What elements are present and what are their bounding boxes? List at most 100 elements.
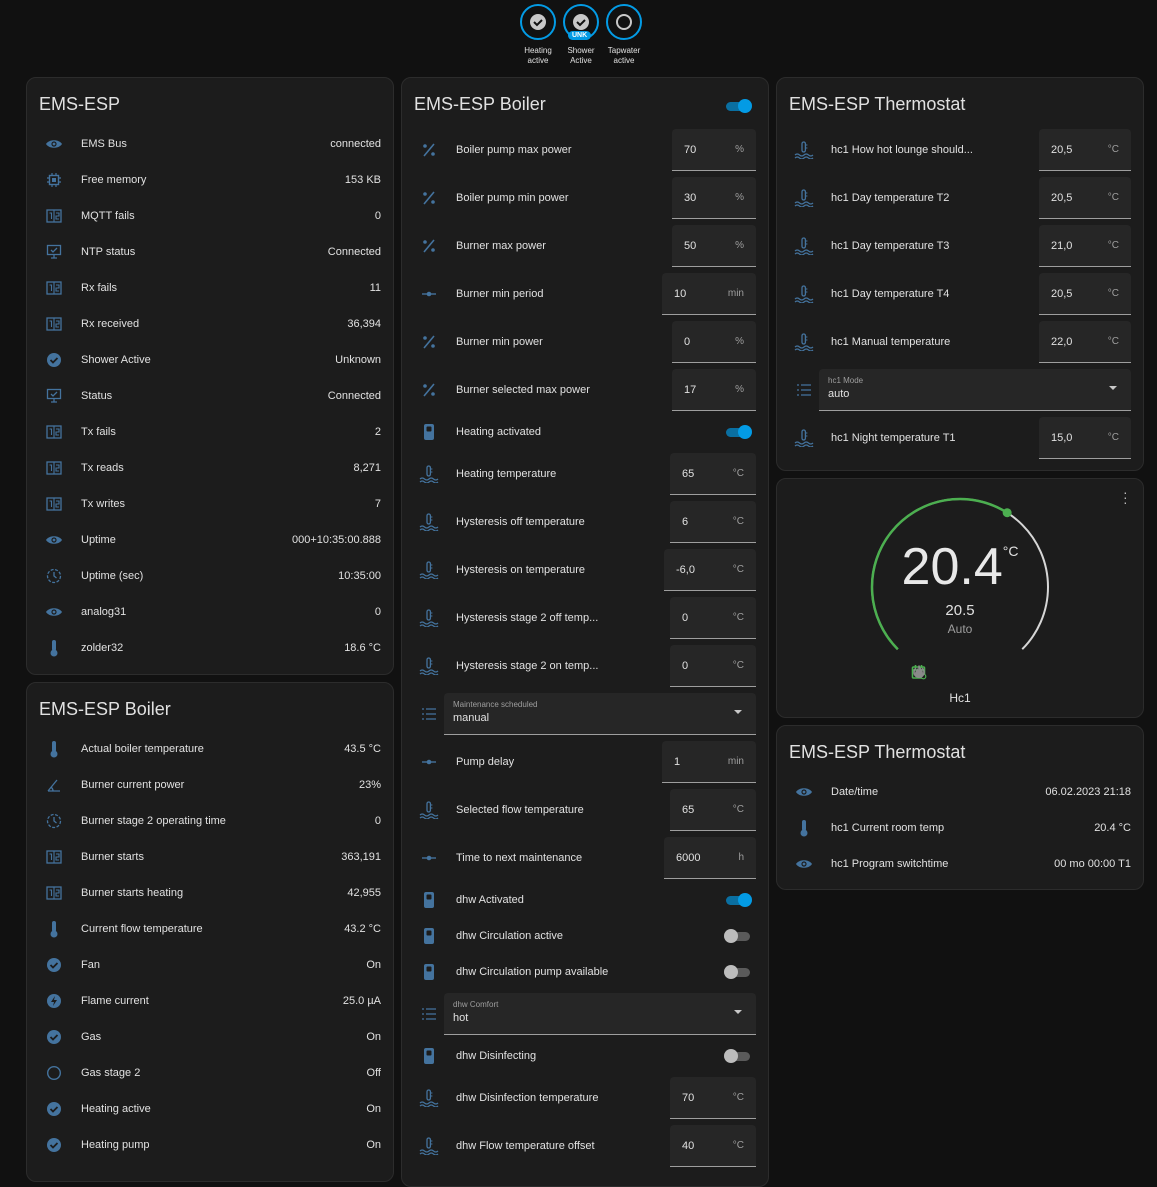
input-value[interactable]: -6,0 bbox=[676, 563, 695, 576]
number-input[interactable]: 10 min bbox=[662, 273, 756, 315]
input-value[interactable]: 40 bbox=[682, 1139, 695, 1152]
number-input[interactable]: 0 °C bbox=[670, 645, 756, 687]
sensor-row[interactable]: hc1 Program switchtime 00 mo 00:00 T1 bbox=[777, 846, 1143, 882]
sensor-row[interactable]: hc1 Current room temp 20.4 °C bbox=[777, 810, 1143, 846]
input-value[interactable]: 65 bbox=[682, 467, 695, 480]
input-value[interactable]: 1 bbox=[674, 755, 681, 768]
number-input[interactable]: 20,5 °C bbox=[1039, 273, 1131, 315]
number-row: hc1 Night temperature T1 15,0 °C bbox=[777, 414, 1143, 462]
sensor-row[interactable]: Heating pump On bbox=[27, 1127, 393, 1163]
number-input[interactable]: 1 min bbox=[662, 741, 756, 783]
sensor-row[interactable]: Burner stage 2 operating time 0 bbox=[27, 803, 393, 839]
sensor-row[interactable]: Heating active On bbox=[27, 1091, 393, 1127]
number-input[interactable]: 6 °C bbox=[670, 501, 756, 543]
sensor-row[interactable]: Actual boiler temperature 43.5 °C bbox=[27, 731, 393, 767]
input-value[interactable]: 6 bbox=[682, 515, 689, 528]
more-options-icon[interactable]: · · · bbox=[1123, 484, 1128, 510]
select-dhw-comfort[interactable]: dhw Comfort hot bbox=[444, 993, 756, 1035]
number-input[interactable]: 0 °C bbox=[670, 597, 756, 639]
sensor-row[interactable]: Shower Active Unknown bbox=[27, 342, 393, 378]
input-value[interactable]: 50 bbox=[684, 239, 697, 252]
flash-icon bbox=[43, 990, 65, 1012]
input-unit: °C bbox=[732, 804, 744, 815]
row-label: Tx writes bbox=[81, 498, 125, 510]
input-value[interactable]: 15,0 bbox=[1051, 431, 1073, 444]
sensor-row[interactable]: Current flow temperature 43.2 °C bbox=[27, 911, 393, 947]
sensor-row[interactable]: EMS Bus connected bbox=[27, 126, 393, 162]
input-value[interactable]: 70 bbox=[682, 1091, 695, 1104]
sensor-row[interactable]: Gas On bbox=[27, 1019, 393, 1055]
toggle-switch[interactable] bbox=[724, 1049, 752, 1063]
toggle-switch[interactable] bbox=[724, 965, 752, 979]
number-input[interactable]: 15,0 °C bbox=[1039, 417, 1131, 459]
number-input[interactable]: 70% bbox=[672, 129, 756, 171]
sensor-row[interactable]: zolder32 18.6 °C bbox=[27, 630, 393, 666]
sensor-row[interactable]: Status Connected bbox=[27, 378, 393, 414]
toggle-row: dhw Circulation pump available bbox=[402, 954, 768, 990]
select-hc1-mode[interactable]: hc1 Mode auto bbox=[819, 369, 1131, 411]
number-input[interactable]: 50% bbox=[672, 225, 756, 267]
input-value[interactable]: 65 bbox=[682, 803, 695, 816]
input-value[interactable]: 0 bbox=[684, 335, 691, 348]
target-handle[interactable] bbox=[1002, 508, 1012, 518]
number-input[interactable]: 21,0 °C bbox=[1039, 225, 1131, 267]
badge-heating-active[interactable]: Heating active bbox=[520, 4, 556, 66]
sensor-row[interactable]: Gas stage 2 Off bbox=[27, 1055, 393, 1091]
number-input[interactable]: 40 °C bbox=[670, 1125, 756, 1167]
sensor-row[interactable]: Fan On bbox=[27, 947, 393, 983]
toggle-switch[interactable] bbox=[724, 893, 752, 907]
sensor-row[interactable]: Uptime (sec) 10:35:00 bbox=[27, 558, 393, 594]
input-value[interactable]: 20,5 bbox=[1051, 143, 1073, 156]
number-input[interactable]: 20,5 °C bbox=[1039, 129, 1131, 171]
slider-icon bbox=[418, 283, 440, 305]
number-input[interactable]: 65 °C bbox=[670, 789, 756, 831]
badge-shower-active[interactable]: UNK Shower Active bbox=[563, 4, 599, 66]
sensor-row[interactable]: analog31 0 bbox=[27, 594, 393, 630]
boiler-header-toggle[interactable] bbox=[724, 99, 752, 113]
sensor-row[interactable]: Rx received 36,394 bbox=[27, 306, 393, 342]
sensor-row[interactable]: Rx fails 11 bbox=[27, 270, 393, 306]
input-value[interactable]: 70 bbox=[684, 143, 697, 156]
input-value[interactable]: 17 bbox=[684, 383, 697, 396]
power-icon[interactable] bbox=[911, 664, 927, 680]
toggle-switch[interactable] bbox=[724, 425, 752, 439]
badge-tapwater-active[interactable]: Tapwater active bbox=[606, 4, 642, 66]
sensor-row[interactable]: Date/time 06.02.2023 21:18 bbox=[777, 774, 1143, 810]
sensor-row[interactable]: Tx fails 2 bbox=[27, 414, 393, 450]
input-value[interactable]: 10 bbox=[674, 287, 687, 300]
input-value[interactable]: 20,5 bbox=[1051, 287, 1073, 300]
check-circle-icon bbox=[520, 4, 556, 40]
sensor-row[interactable]: MQTT fails 0 bbox=[27, 198, 393, 234]
sensor-row[interactable]: Tx reads 8,271 bbox=[27, 450, 393, 486]
input-value[interactable]: 21,0 bbox=[1051, 239, 1073, 252]
toggle-switch[interactable] bbox=[724, 929, 752, 943]
temperature-dial[interactable] bbox=[777, 479, 1144, 718]
sensor-row[interactable]: Burner starts heating 42,955 bbox=[27, 875, 393, 911]
number-input[interactable]: 20,5 °C bbox=[1039, 177, 1131, 219]
sensor-row[interactable]: NTP status Connected bbox=[27, 234, 393, 270]
number-input[interactable]: 65 °C bbox=[670, 453, 756, 495]
number-input[interactable]: 70 °C bbox=[670, 1077, 756, 1119]
input-value[interactable]: 0 bbox=[682, 611, 689, 624]
sensor-row[interactable]: Uptime 000+10:35:00.888 bbox=[27, 522, 393, 558]
select-maintenance-scheduled[interactable]: Maintenance scheduled manual bbox=[444, 693, 756, 735]
number-input[interactable]: 17% bbox=[672, 369, 756, 411]
sensor-row[interactable]: Tx writes 7 bbox=[27, 486, 393, 522]
number-input[interactable]: 6000 h bbox=[664, 837, 756, 879]
sensor-row[interactable]: Burner current power 23% bbox=[27, 767, 393, 803]
input-value[interactable]: 20,5 bbox=[1051, 191, 1073, 204]
select-row: hc1 Mode auto bbox=[777, 366, 1143, 414]
sensor-row[interactable]: Flame current 25.0 µA bbox=[27, 983, 393, 1019]
input-value[interactable]: 22,0 bbox=[1051, 335, 1073, 348]
number-input[interactable]: 0% bbox=[672, 321, 756, 363]
number-input[interactable]: 30% bbox=[672, 177, 756, 219]
input-unit: °C bbox=[1107, 192, 1119, 203]
number-input[interactable]: 22,0 °C bbox=[1039, 321, 1131, 363]
sensor-row[interactable]: Burner starts 363,191 bbox=[27, 839, 393, 875]
monitor-icon bbox=[43, 241, 65, 263]
input-value[interactable]: 6000 bbox=[676, 851, 701, 864]
sensor-row[interactable]: Free memory 153 KB bbox=[27, 162, 393, 198]
input-value[interactable]: 30 bbox=[684, 191, 697, 204]
number-input[interactable]: -6,0 °C bbox=[664, 549, 756, 591]
input-value[interactable]: 0 bbox=[682, 659, 689, 672]
